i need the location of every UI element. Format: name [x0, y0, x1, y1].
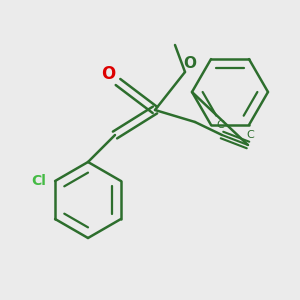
Text: O: O — [101, 65, 115, 83]
Text: C: C — [246, 130, 254, 140]
Text: C: C — [216, 120, 224, 130]
Text: Cl: Cl — [32, 174, 46, 188]
Text: O: O — [184, 56, 196, 70]
